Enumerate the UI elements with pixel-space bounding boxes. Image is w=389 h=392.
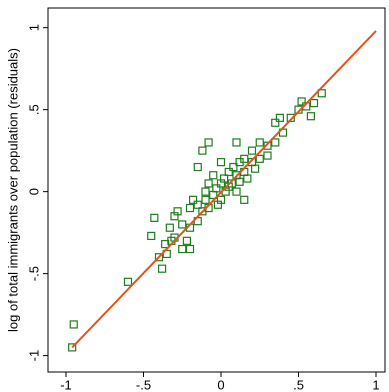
point bbox=[147, 231, 156, 241]
point bbox=[224, 167, 233, 177]
point bbox=[286, 113, 295, 122]
point bbox=[193, 200, 202, 209]
point bbox=[243, 174, 252, 183]
y-tick-label: -.5 bbox=[26, 266, 41, 281]
y-axis-title: log of total immigrants over population … bbox=[5, 48, 20, 332]
y-tick-label: 0 bbox=[26, 188, 41, 195]
point bbox=[150, 213, 159, 222]
point bbox=[123, 277, 133, 286]
point bbox=[69, 320, 78, 329]
point bbox=[271, 138, 280, 147]
point bbox=[235, 177, 244, 186]
x-tick-label: 1 bbox=[372, 377, 379, 392]
point bbox=[240, 154, 249, 163]
point bbox=[232, 187, 241, 196]
point bbox=[219, 174, 229, 183]
point bbox=[297, 97, 306, 106]
point bbox=[306, 112, 316, 121]
y-tick-label: 1 bbox=[26, 24, 41, 31]
point bbox=[68, 343, 77, 352]
point bbox=[271, 118, 280, 127]
point bbox=[182, 236, 191, 245]
point bbox=[229, 162, 238, 172]
point bbox=[294, 105, 303, 114]
point bbox=[275, 113, 285, 122]
point bbox=[255, 154, 264, 163]
x-tick-label: 0 bbox=[217, 377, 224, 392]
point bbox=[185, 244, 195, 254]
point bbox=[216, 195, 226, 204]
point bbox=[204, 138, 213, 147]
point bbox=[209, 171, 218, 180]
point bbox=[178, 244, 187, 254]
point bbox=[178, 220, 187, 229]
point bbox=[212, 184, 221, 193]
point bbox=[157, 264, 167, 273]
x-tick-label: -1 bbox=[60, 377, 72, 392]
point bbox=[201, 187, 210, 196]
x-tick-label: .5 bbox=[293, 377, 304, 392]
point bbox=[165, 223, 174, 232]
point bbox=[201, 195, 210, 204]
y-tick-label: .5 bbox=[26, 104, 41, 115]
point bbox=[204, 179, 213, 188]
point bbox=[198, 146, 207, 155]
fit-line bbox=[71, 30, 377, 349]
point bbox=[255, 138, 264, 147]
point bbox=[232, 138, 241, 147]
x-tick-label: -.5 bbox=[136, 377, 151, 392]
point bbox=[309, 98, 319, 108]
point bbox=[263, 151, 272, 160]
point bbox=[317, 89, 326, 98]
point bbox=[173, 207, 182, 216]
point bbox=[263, 141, 272, 150]
point bbox=[250, 164, 260, 173]
plot-frame bbox=[47, 7, 386, 373]
point bbox=[216, 158, 226, 167]
point bbox=[240, 195, 249, 204]
point bbox=[188, 195, 198, 204]
point bbox=[247, 146, 257, 155]
y-tick-label: -1 bbox=[26, 350, 41, 362]
point bbox=[154, 253, 164, 262]
point bbox=[193, 162, 202, 172]
point bbox=[185, 203, 195, 213]
